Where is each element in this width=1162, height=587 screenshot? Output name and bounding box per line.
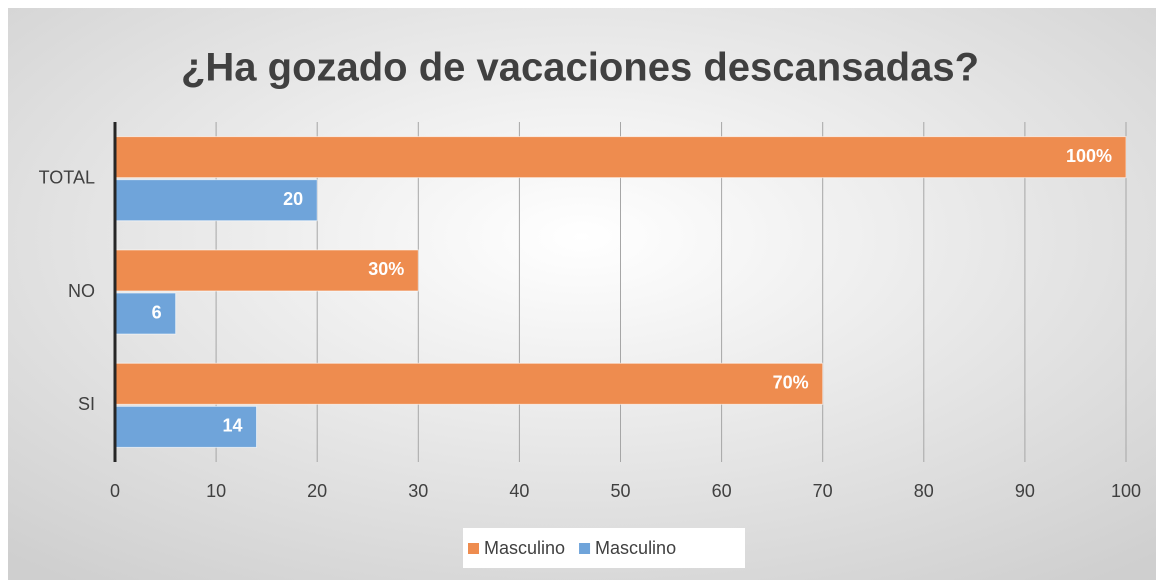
y-tick-label: TOTAL bbox=[39, 167, 95, 187]
data-label: 30% bbox=[368, 259, 404, 279]
legend-swatch bbox=[579, 543, 591, 554]
x-tick-label: 70 bbox=[813, 481, 833, 501]
legend-swatch bbox=[468, 543, 479, 554]
data-label: 6 bbox=[152, 302, 162, 322]
x-tick-label: 40 bbox=[509, 481, 529, 501]
x-tick-label: 80 bbox=[914, 481, 934, 501]
x-tick-label: 10 bbox=[206, 481, 226, 501]
x-tick-label: 0 bbox=[110, 481, 120, 501]
x-tick-label: 90 bbox=[1015, 481, 1035, 501]
data-label: 14 bbox=[223, 416, 243, 436]
legend-box bbox=[463, 528, 745, 568]
chart-area bbox=[8, 8, 1156, 580]
bar bbox=[114, 249, 419, 292]
y-tick-label: NO bbox=[68, 281, 95, 301]
x-tick-label: 50 bbox=[610, 481, 630, 501]
data-label: 20 bbox=[283, 189, 303, 209]
bar bbox=[114, 292, 177, 335]
bar bbox=[114, 405, 258, 448]
legend-label: Masculino bbox=[484, 538, 565, 558]
bar bbox=[114, 136, 1127, 179]
x-tick-label: 60 bbox=[712, 481, 732, 501]
data-label: 70% bbox=[773, 373, 809, 393]
x-tick-label: 30 bbox=[408, 481, 428, 501]
y-tick-label: SI bbox=[78, 394, 95, 414]
data-label: 100% bbox=[1066, 146, 1112, 166]
legend-label: Masculino bbox=[595, 538, 676, 558]
bar bbox=[114, 362, 824, 405]
chart-title: ¿Ha gozado de vacaciones descansadas? bbox=[181, 46, 979, 90]
x-tick-label: 20 bbox=[307, 481, 327, 501]
x-tick-label: 100 bbox=[1111, 481, 1141, 501]
